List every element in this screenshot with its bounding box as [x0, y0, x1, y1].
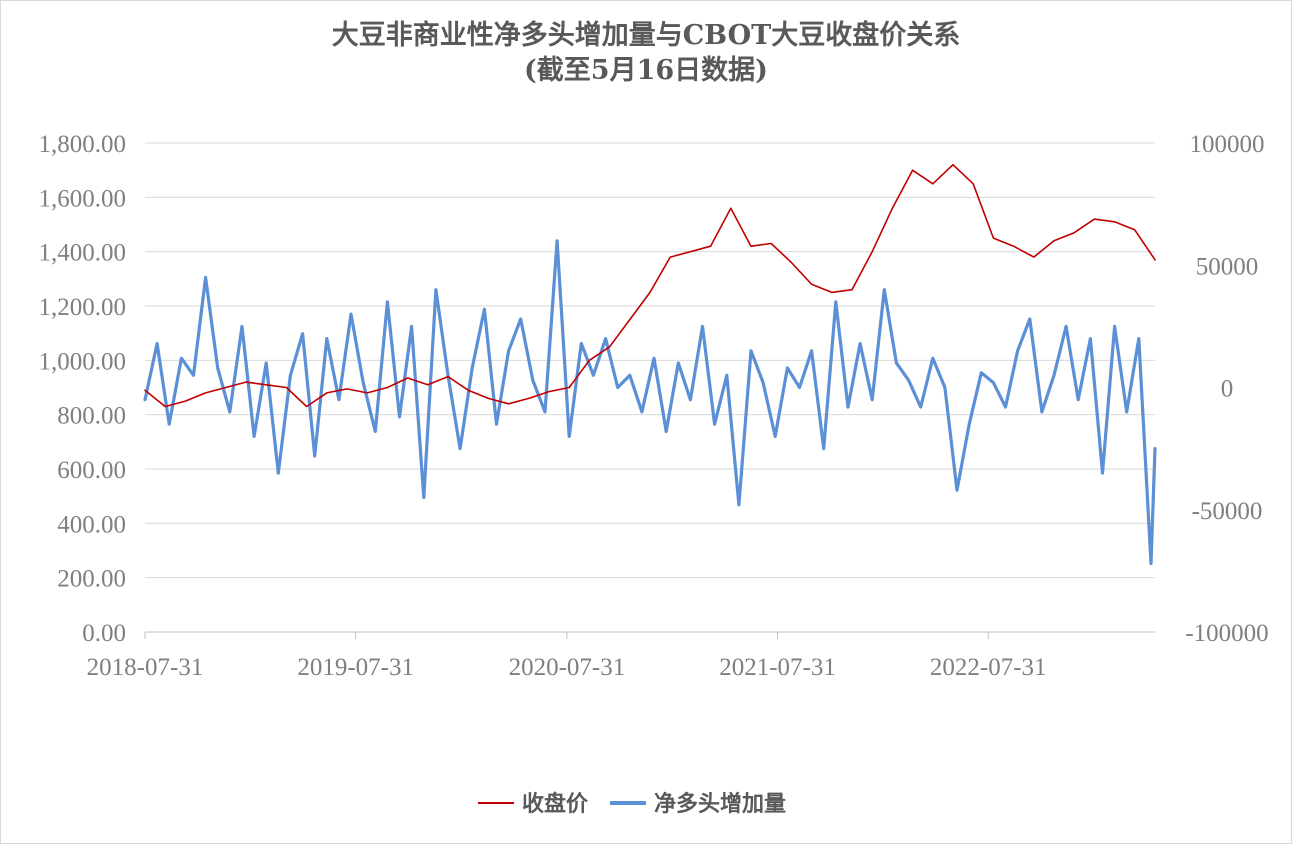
left-tick-label: 600.00 [57, 457, 126, 484]
right-tick-label: 100000 [1190, 131, 1265, 158]
x-axis: 2018-07-31 2019-07-31 2020-07-31 2021-07-31… [87, 632, 1047, 681]
left-axis-ticks: 0.00 200.00 400.00 600.00 800.00 1,000.00 1,20… [39, 131, 127, 647]
x-tick-label: 2019-07-31 [297, 654, 414, 681]
left-tick-label: 800.00 [57, 403, 126, 430]
x-tick-label: 2020-07-31 [509, 654, 626, 681]
legend-label-net-long-change: 净多头增加量 [654, 791, 786, 817]
left-tick-label: 200.00 [57, 566, 126, 593]
legend-label-close-price: 收盘价 [522, 791, 589, 817]
legend: 收盘价 净多头增加量 [478, 791, 786, 817]
left-tick-label: 1,800.00 [39, 131, 127, 158]
x-tick-label: 2021-07-31 [719, 654, 836, 681]
series-line-close-price [144, 163, 1156, 408]
gridlines [145, 142, 1155, 633]
chart-subtitle: (截至5月16日数据) [524, 55, 768, 86]
left-tick-label: 400.00 [57, 511, 126, 538]
left-tick-label: 0.00 [82, 620, 126, 647]
x-tick-label: 2022-07-31 [930, 654, 1047, 681]
series-layer [143, 163, 1157, 566]
left-tick-label: 1,400.00 [39, 240, 127, 267]
right-tick-label: 50000 [1196, 253, 1259, 280]
chart-title: 大豆非商业性净多头增加量与CBOT大豆收盘价关系 [332, 19, 960, 51]
right-tick-label: -100000 [1185, 620, 1268, 647]
left-tick-label: 1,600.00 [39, 185, 127, 212]
x-tick-label: 2018-07-31 [87, 654, 204, 681]
right-tick-label: -50000 [1192, 498, 1263, 525]
left-tick-label: 1,200.00 [39, 294, 127, 321]
right-axis-ticks: -100000 -50000 0 50000 100000 [1185, 131, 1268, 647]
series-line-net-long-change [143, 239, 1157, 566]
right-tick-label: 0 [1221, 376, 1234, 403]
left-tick-label: 1,000.00 [39, 348, 127, 375]
